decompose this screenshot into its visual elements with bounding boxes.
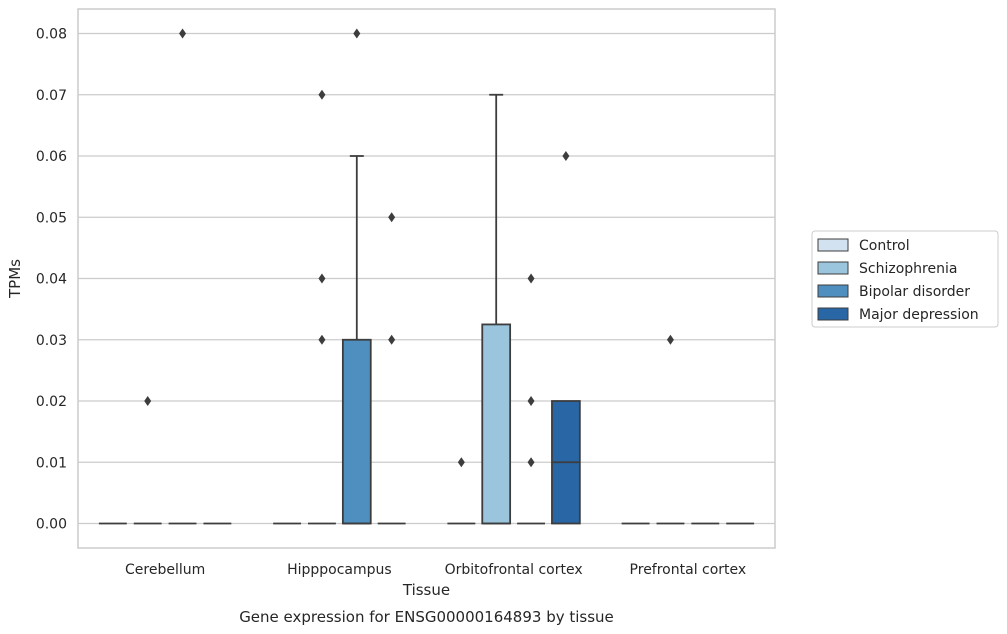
legend-swatch — [817, 307, 849, 321]
legend-swatch — [817, 238, 849, 252]
outlier-point — [562, 151, 570, 161]
outlier-point — [353, 28, 361, 39]
x-tick-labels: Cerebellum Hipppocampus Orbitofrontal cort… — [125, 562, 746, 578]
x-tick-label: Cerebellum — [125, 562, 205, 578]
outlier-point — [318, 334, 326, 345]
legend-frame — [811, 230, 999, 328]
gridlines — [78, 32, 775, 525]
chart-caption: Gene expression for ENSG00000164893 by t… — [239, 608, 614, 626]
x-tick-label: Prefrontal cortex — [630, 562, 747, 578]
outliers — [144, 28, 674, 468]
box-major-depression — [551, 400, 581, 525]
y-tick-label: 0.04 — [36, 272, 67, 288]
outlier-point — [527, 457, 535, 468]
box-schizophrenia — [481, 93, 512, 525]
outlier-point — [666, 334, 674, 345]
outlier-point — [527, 273, 535, 284]
box-bipolar-disorder — [341, 155, 372, 525]
plot-frame — [77, 8, 776, 549]
legend: Control Schizophrenia Bipolar disorder Majo… — [811, 230, 999, 328]
boxes — [98, 93, 755, 525]
y-tick-label: 0.06 — [36, 149, 67, 165]
outlier-point — [527, 396, 535, 406]
y-tick-label: 0.01 — [36, 455, 67, 471]
legend-swatch — [817, 284, 849, 298]
y-tick-labels: 0.00 0.01 0.02 0.03 0.04 0.05 0.06 0.07 0.08 — [36, 27, 67, 533]
x-axis-label: Tissue — [402, 581, 450, 599]
y-axis-label: TPMs — [6, 259, 24, 299]
legend-label: Control — [859, 238, 910, 254]
y-tick-label: 0.02 — [36, 394, 67, 410]
outlier-point — [388, 212, 396, 223]
box-body — [341, 338, 372, 525]
x-tick-label: Hipppocampus — [287, 562, 392, 578]
outlier-point — [179, 28, 187, 39]
outlier-point — [388, 334, 396, 345]
legend-label: Bipolar disorder — [859, 284, 970, 300]
outlier-point — [318, 89, 326, 100]
outlier-point — [457, 457, 465, 468]
outlier-point — [144, 396, 152, 406]
y-tick-label: 0.08 — [36, 27, 67, 43]
y-tick-label: 0.03 — [36, 333, 67, 349]
legend-label: Schizophrenia — [859, 261, 957, 277]
outlier-point — [318, 273, 326, 284]
y-tick-label: 0.07 — [36, 88, 67, 104]
y-tick-label: 0.00 — [36, 517, 67, 533]
legend-label: Major depression — [859, 307, 979, 323]
box-body — [481, 323, 512, 525]
x-tick-label: Orbitofrontal cortex — [445, 562, 583, 578]
legend-swatch — [817, 261, 849, 275]
y-tick-label: 0.05 — [36, 210, 67, 226]
